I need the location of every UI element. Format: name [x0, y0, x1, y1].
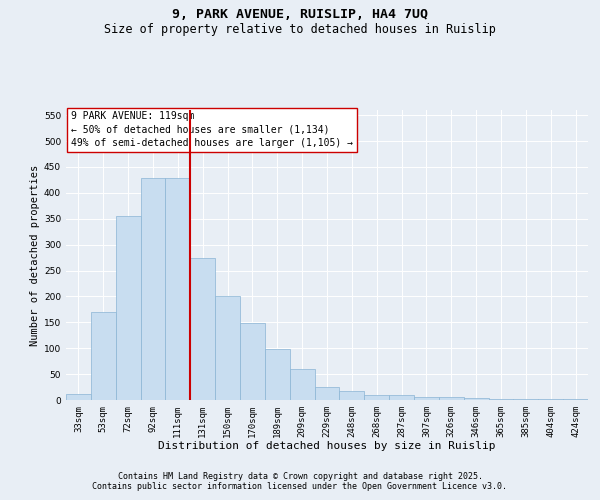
Bar [91, 312, 116, 400]
Bar [389, 395, 414, 400]
Bar [464, 398, 488, 400]
Bar [364, 395, 389, 400]
Bar [314, 387, 340, 400]
Text: Contains HM Land Registry data © Crown copyright and database right 2025.: Contains HM Land Registry data © Crown c… [118, 472, 482, 481]
Bar [340, 390, 364, 400]
Bar [265, 348, 290, 400]
Bar [190, 258, 215, 400]
Bar [166, 178, 190, 400]
Text: 9 PARK AVENUE: 119sqm
← 50% of detached houses are smaller (1,134)
49% of semi-d: 9 PARK AVENUE: 119sqm ← 50% of detached … [71, 112, 353, 148]
Bar [66, 394, 91, 400]
Bar [563, 399, 588, 400]
Bar [439, 398, 464, 400]
Bar [215, 296, 240, 400]
Bar [116, 216, 140, 400]
Bar [488, 399, 514, 400]
Bar [290, 369, 314, 400]
Text: Size of property relative to detached houses in Ruislip: Size of property relative to detached ho… [104, 24, 496, 36]
X-axis label: Distribution of detached houses by size in Ruislip: Distribution of detached houses by size … [158, 442, 496, 452]
Text: Contains public sector information licensed under the Open Government Licence v3: Contains public sector information licen… [92, 482, 508, 491]
Bar [140, 178, 166, 400]
Bar [240, 324, 265, 400]
Y-axis label: Number of detached properties: Number of detached properties [30, 164, 40, 346]
Text: 9, PARK AVENUE, RUISLIP, HA4 7UQ: 9, PARK AVENUE, RUISLIP, HA4 7UQ [172, 8, 428, 20]
Bar [414, 397, 439, 400]
